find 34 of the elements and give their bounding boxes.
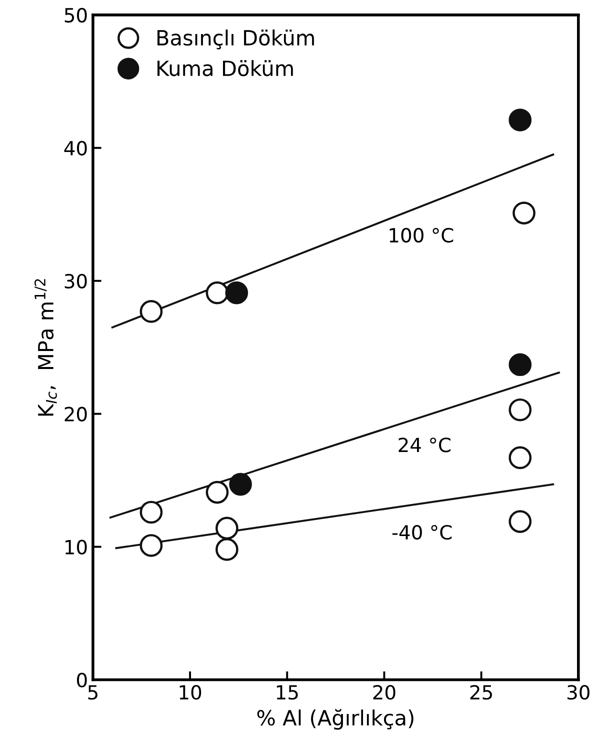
point: [140, 300, 163, 323]
point: [229, 472, 252, 496]
y-tick-label: 10: [65, 540, 87, 554]
point: [216, 516, 238, 540]
annotation: 24 °C: [398, 438, 450, 452]
y-tick-label: 40: [64, 140, 87, 156]
point: [206, 480, 229, 504]
y-axis-title: K$_{Ic}$, MPa m$^{1/2}$: [34, 279, 57, 416]
x-tick-label: 15: [276, 685, 298, 700]
point: [508, 446, 532, 470]
x-axis-title: % Al (Ağırlıkça): [257, 709, 414, 730]
x-tick-label: 10: [180, 684, 202, 700]
point: [140, 500, 163, 524]
point: [508, 510, 532, 533]
x-tick-label: 30: [567, 684, 590, 700]
legend-label: Basınçlı Döküm: [157, 30, 314, 50]
legend-label: Kuma Döküm: [157, 60, 293, 76]
x-tick-label: 25: [470, 684, 492, 700]
x-tick-label: 5: [88, 685, 98, 700]
point: [512, 202, 536, 224]
point: [140, 534, 163, 557]
y-tick-label: 20: [64, 406, 87, 422]
point: [206, 281, 229, 304]
y-tick-label: 0: [76, 672, 87, 688]
point: [508, 108, 532, 132]
point: [225, 281, 248, 304]
annotation: -40 °C: [392, 524, 452, 540]
annotation: 100 °C: [390, 228, 454, 243]
point: [216, 538, 238, 561]
point: [508, 353, 532, 376]
x-tick-label: 20: [373, 684, 396, 700]
y-tick-label: 30: [64, 274, 87, 289]
y-tick-label: 50: [64, 8, 87, 23]
point: [508, 398, 532, 422]
